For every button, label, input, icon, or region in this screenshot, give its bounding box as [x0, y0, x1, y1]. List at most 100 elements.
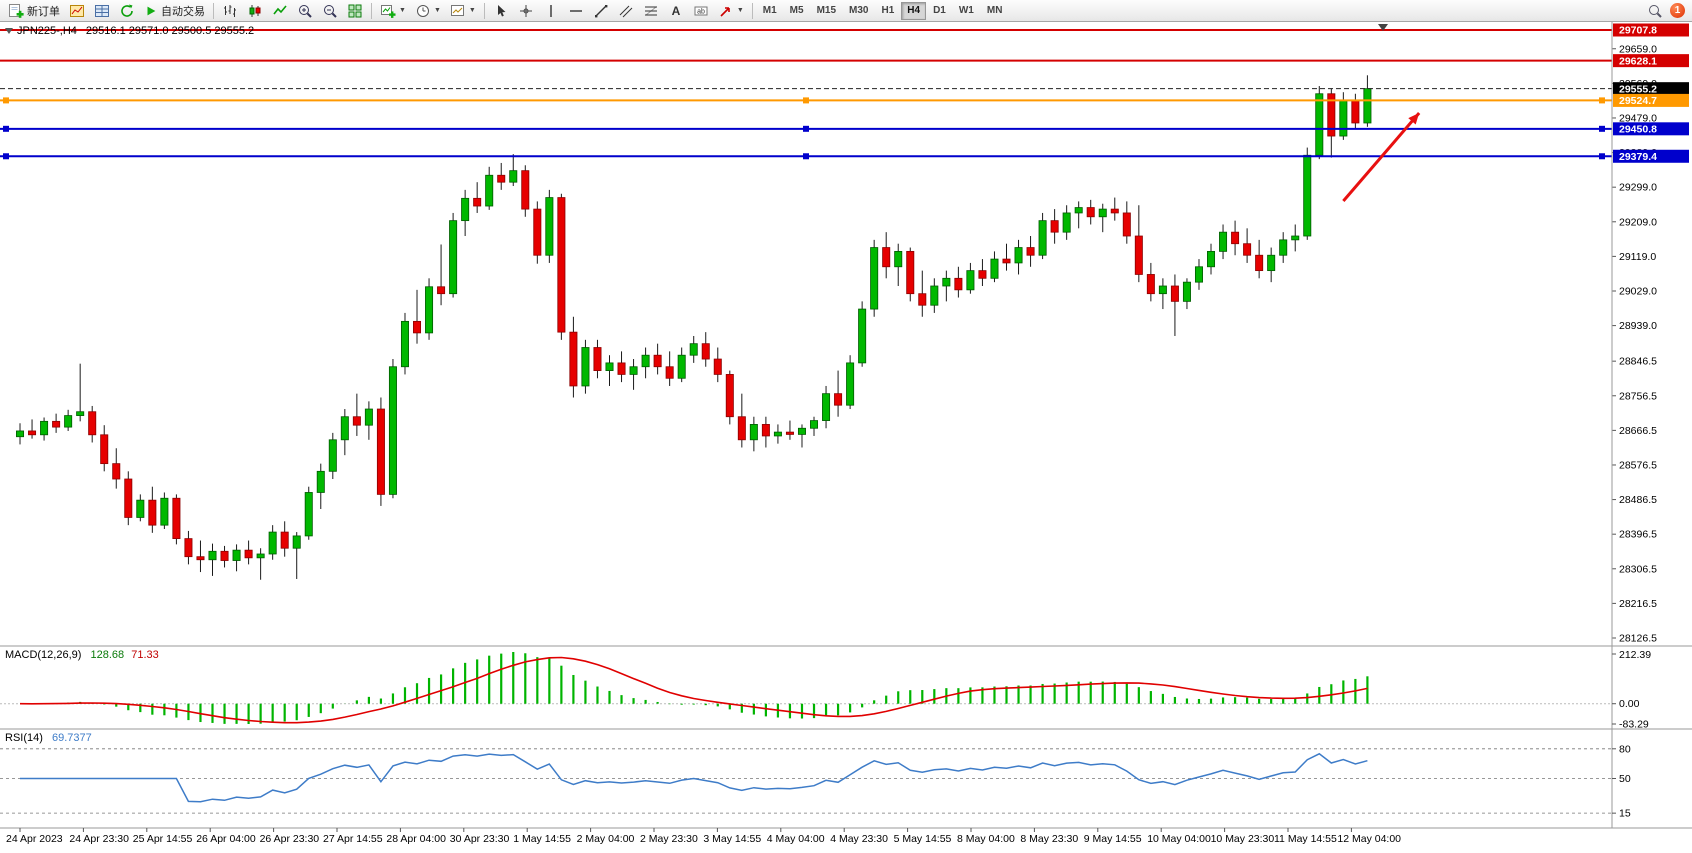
svg-text:50: 50	[1619, 773, 1631, 785]
search-button[interactable]	[1643, 1, 1667, 21]
svg-text:29555.2: 29555.2	[1619, 83, 1657, 95]
chevron-down-icon: ▼	[736, 7, 744, 14]
templates-button[interactable]: ▼	[446, 1, 480, 21]
chart-shift-marker	[1378, 24, 1388, 31]
periods-button[interactable]: ▼	[411, 1, 445, 21]
line-chart-icon	[273, 4, 287, 14]
new-order-button[interactable]: 新订单	[4, 1, 64, 21]
svg-text:10 May 23:30: 10 May 23:30	[1211, 833, 1275, 845]
macd-signal-line	[19, 656, 1368, 724]
svg-text:28126.5: 28126.5	[1619, 633, 1657, 645]
svg-text:29479.0: 29479.0	[1619, 112, 1657, 124]
fibonacci-icon	[644, 6, 657, 15]
svg-text:25 Apr 14:55: 25 Apr 14:55	[133, 833, 193, 845]
template-icon	[450, 4, 464, 16]
fibonacci-tool-button[interactable]	[639, 1, 663, 21]
svg-text:9 May 14:55: 9 May 14:55	[1084, 833, 1142, 845]
text-tool-button[interactable]: A	[664, 1, 688, 21]
svg-text:29299.0: 29299.0	[1619, 182, 1657, 194]
market-watch-icon	[70, 4, 84, 17]
svg-text:0.00: 0.00	[1619, 698, 1640, 710]
auto-trading-label: 自动交易	[161, 5, 205, 18]
macd-histogram	[30, 652, 1369, 724]
annotation-arrow[interactable]	[1342, 111, 1421, 203]
timeframe-button-h1[interactable]: H1	[875, 2, 900, 20]
crosshair-tool-button[interactable]	[514, 1, 538, 21]
data-window-button[interactable]	[90, 1, 114, 21]
zoom-in-button[interactable]	[293, 1, 317, 21]
timeframe-button-m5[interactable]: M5	[784, 2, 810, 20]
tile-windows-icon	[348, 4, 362, 17]
timeframe-toolbar: M1 M5 M15 M30 H1 H4 D1 W1 MN	[757, 1, 1009, 20]
arrows-tool-button[interactable]: ▼	[714, 1, 748, 21]
notification-badge[interactable]: 1	[1670, 3, 1685, 18]
timeframe-button-w1[interactable]: W1	[953, 2, 980, 20]
svg-text:28486.5: 28486.5	[1619, 494, 1657, 506]
svg-text:8 May 23:30: 8 May 23:30	[1020, 833, 1078, 845]
bar-chart-button[interactable]	[218, 1, 242, 21]
crosshair-icon	[519, 4, 532, 17]
zoom-in-icon	[299, 4, 312, 18]
refresh-icon	[121, 4, 133, 17]
channel-tool-button[interactable]	[614, 1, 638, 21]
timeframe-button-m30[interactable]: M30	[843, 2, 874, 20]
auto-trading-button[interactable]: 自动交易	[140, 1, 209, 21]
tile-windows-button[interactable]	[343, 1, 367, 21]
toolbar-separator	[751, 2, 753, 19]
main-toolbar: 新订单 自动交易 ▼ ▼ ▼ A ab ▼ M1 M5 M15 M30 H1 H4 D1 W1…	[0, 0, 1692, 22]
market-watch-button[interactable]	[65, 1, 89, 21]
horizontal-line-tool-button[interactable]	[564, 1, 588, 21]
horizontal-line-objects[interactable]	[0, 29, 1612, 160]
svg-text:29628.1: 29628.1	[1619, 55, 1657, 67]
timeframe-button-mn[interactable]: MN	[981, 2, 1009, 20]
chart-background	[0, 22, 1692, 853]
vertical-line-tool-button[interactable]	[539, 1, 563, 21]
svg-text:4 May 04:00: 4 May 04:00	[767, 833, 825, 845]
search-icon	[1649, 4, 1662, 18]
timeframe-button-m15[interactable]: M15	[811, 2, 842, 20]
svg-text:2 May 23:30: 2 May 23:30	[640, 833, 698, 845]
svg-text:28756.5: 28756.5	[1619, 390, 1657, 402]
time-axis[interactable]: 24 Apr 2023 24 Apr 23:30 25 Apr 14:55 26 Ap…	[6, 828, 1401, 845]
svg-text:29119.0: 29119.0	[1619, 251, 1656, 263]
chart-canvas[interactable]: 29659.029569.029479.029389.029299.029209…	[0, 22, 1692, 853]
annotation-arrow-head	[1408, 113, 1420, 125]
svg-text:4 May 23:30: 4 May 23:30	[830, 833, 888, 845]
cursor-tool-button[interactable]	[489, 1, 513, 21]
svg-text:29524.7: 29524.7	[1619, 95, 1657, 107]
new-order-label: 新订单	[27, 5, 60, 18]
svg-text:5 May 14:55: 5 May 14:55	[894, 833, 952, 845]
svg-text:8 May 04:00: 8 May 04:00	[957, 833, 1015, 845]
svg-text:10 May 04:00: 10 May 04:00	[1147, 833, 1211, 845]
trendline-tool-button[interactable]	[589, 1, 613, 21]
chevron-down-icon: ▼	[433, 7, 441, 14]
svg-text:1 May 14:55: 1 May 14:55	[513, 833, 571, 845]
toolbar-separator	[213, 2, 214, 19]
trendline-icon	[594, 4, 608, 17]
new-chart-button[interactable]: ▼	[376, 1, 410, 21]
svg-text:28846.5: 28846.5	[1619, 356, 1657, 368]
svg-text:12 May 04:00: 12 May 04:00	[1337, 833, 1401, 845]
channel-icon	[619, 5, 633, 17]
candlesticks	[16, 75, 1372, 580]
line-chart-button[interactable]	[268, 1, 292, 21]
svg-text:15: 15	[1619, 808, 1631, 820]
svg-text:29450.8: 29450.8	[1619, 124, 1657, 136]
timeframe-button-h4[interactable]: H4	[901, 1, 927, 20]
data-window-icon	[95, 4, 109, 17]
svg-text:212.39: 212.39	[1619, 649, 1651, 661]
toolbar-separator	[371, 2, 372, 19]
svg-text:24 Apr 2023: 24 Apr 2023	[6, 833, 63, 845]
refresh-button[interactable]	[115, 1, 139, 21]
text-icon: A	[671, 4, 680, 18]
svg-text:3 May 14:55: 3 May 14:55	[703, 833, 761, 845]
svg-text:28939.0: 28939.0	[1619, 320, 1657, 332]
svg-text:27 Apr 14:55: 27 Apr 14:55	[323, 833, 383, 845]
svg-text:29029.0: 29029.0	[1619, 285, 1657, 297]
candlestick-chart-button[interactable]	[243, 1, 267, 21]
zoom-out-button[interactable]	[318, 1, 342, 21]
timeframe-button-d1[interactable]: D1	[927, 2, 952, 20]
chart-region[interactable]: 29659.029569.029479.029389.029299.029209…	[0, 22, 1692, 853]
label-tool-button[interactable]: ab	[689, 1, 713, 21]
timeframe-button-m1[interactable]: M1	[757, 2, 783, 20]
